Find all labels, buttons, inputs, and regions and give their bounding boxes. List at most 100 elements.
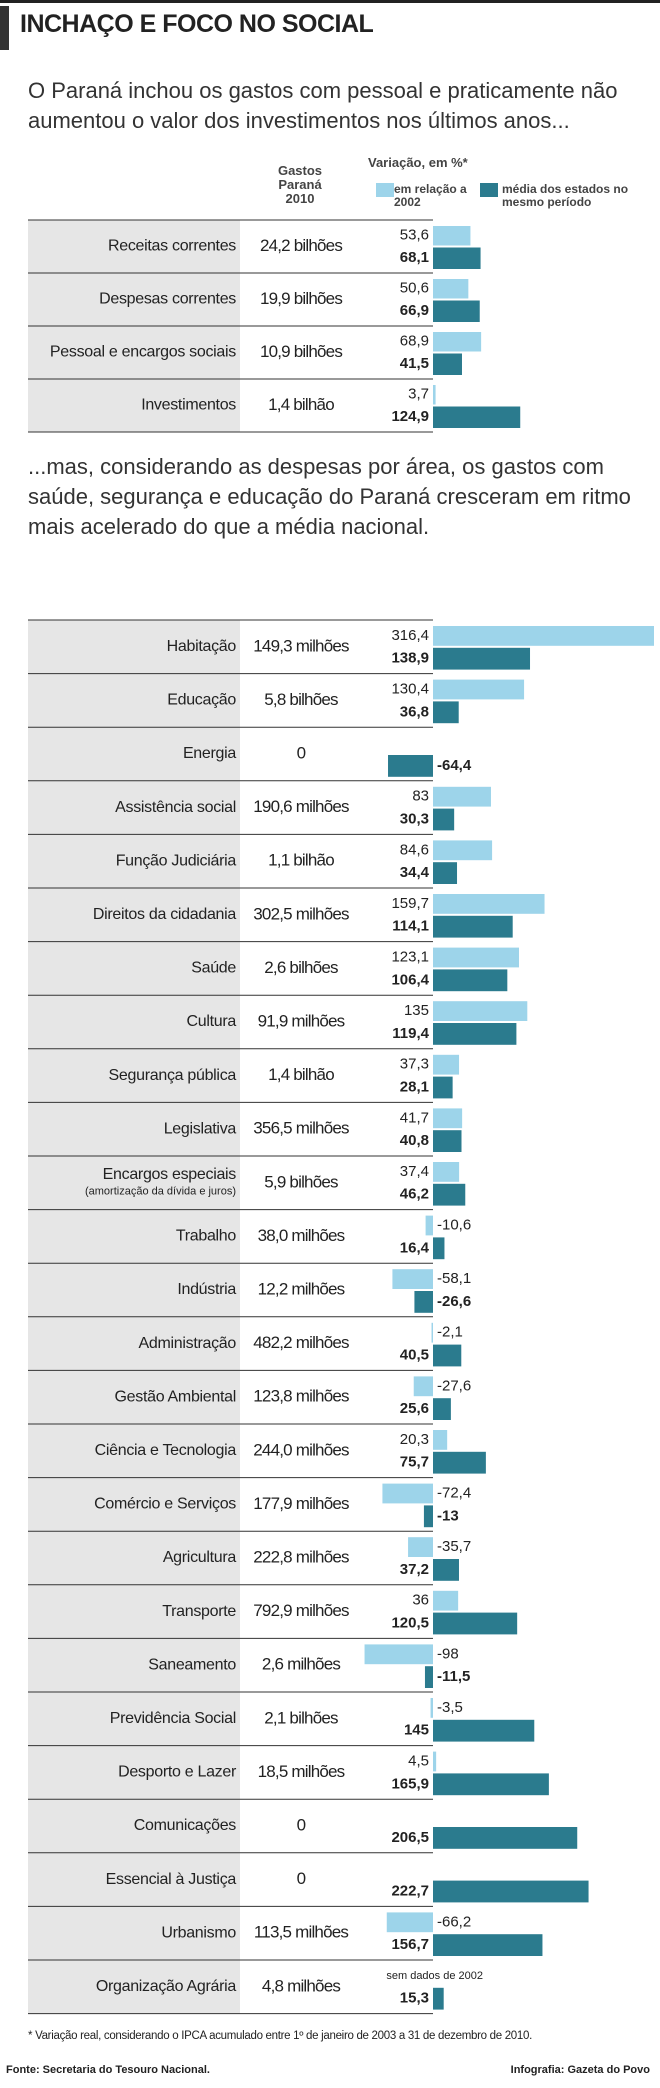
value-label: 3,7 <box>408 386 429 403</box>
spending-label: 24,2 bilhões <box>260 236 342 255</box>
category-label: Agricultura <box>163 1549 237 1566</box>
bar <box>430 1698 433 1718</box>
bar <box>433 1130 462 1152</box>
bar <box>433 300 480 322</box>
category-label: Educação <box>167 692 236 709</box>
middle-text: ...mas, considerando as despesas por áre… <box>28 454 631 539</box>
legend-label: média dos estados no mesmo período <box>502 182 629 209</box>
bar <box>433 894 545 914</box>
bar <box>433 808 455 831</box>
bar <box>382 1483 433 1504</box>
bar <box>433 1987 444 2010</box>
value-label: 135 <box>404 1002 429 1019</box>
value-label: -3,5 <box>437 1699 463 1716</box>
bar <box>433 1559 459 1581</box>
category-label: Indústria <box>177 1281 236 1298</box>
value-label: 114,1 <box>392 918 429 935</box>
bar <box>408 1537 433 1557</box>
value-label: -2,1 <box>437 1324 463 1341</box>
category-label: Encargos especiais <box>103 1166 237 1183</box>
value-label: 41,5 <box>400 355 429 372</box>
bar <box>425 1215 433 1236</box>
value-label: 4,5 <box>408 1752 429 1769</box>
intro: O Paraná inchou os gastos com pessoal e … <box>28 78 618 133</box>
bar <box>433 279 469 299</box>
bar <box>388 755 433 777</box>
spending-label: 1,1 bilhão <box>268 851 334 870</box>
value-label: 30,3 <box>400 810 429 827</box>
category-label: Habitação <box>167 638 237 655</box>
title: INCHAÇO E FOCO NO SOCIAL <box>20 10 374 38</box>
value-label: 25,6 <box>400 1400 429 1417</box>
value-label: -13 <box>437 1507 459 1524</box>
value-label: -11,5 <box>437 1668 470 1685</box>
bar <box>433 1751 437 1772</box>
bar <box>386 1912 433 1933</box>
value-label: 123,1 <box>391 948 429 965</box>
bar <box>433 1076 453 1099</box>
bar <box>433 947 519 968</box>
spending-label: 2,6 bilhões <box>264 958 338 977</box>
value-label: 68,1 <box>400 249 429 266</box>
spending-label: 302,5 milhões <box>253 904 349 923</box>
category-subtitle: (amortização da dívida e juros) <box>85 1186 236 1198</box>
bar <box>431 1322 433 1343</box>
bar <box>433 1344 462 1367</box>
bar <box>433 1430 448 1450</box>
spending-label: 19,9 bilhões <box>260 289 342 308</box>
value-label: 40,5 <box>400 1346 429 1363</box>
spending-label: 0 <box>297 743 306 762</box>
value-label: -27,6 <box>437 1377 471 1394</box>
category-label: Direitos da cidadania <box>93 906 237 923</box>
value-header: Variação, em %* <box>368 155 468 170</box>
category-label: Cultura <box>187 1013 237 1030</box>
spending-label: 113,5 milhões <box>254 1923 348 1942</box>
category-label: Organização Agrária <box>96 1978 237 1995</box>
bar <box>433 701 459 724</box>
value-label: 124,9 <box>391 408 429 425</box>
value-label: sem dados de 2002 <box>386 1970 483 1982</box>
bar <box>433 786 491 807</box>
bar <box>433 406 521 428</box>
value-label: 37,3 <box>400 1056 429 1073</box>
category-label: Desporto e Lazer <box>118 1764 237 1781</box>
bar <box>433 1054 460 1075</box>
category-label: Gestão Ambiental <box>115 1388 237 1405</box>
value-label: 75,7 <box>400 1454 429 1471</box>
spending-label: 5,9 bilhões <box>264 1172 338 1191</box>
spending-label: 1,4 bilhão <box>268 395 334 414</box>
category-label: Receitas correntes <box>108 238 236 255</box>
value-label: 84,6 <box>400 841 429 858</box>
value-label: 50,6 <box>400 280 429 297</box>
title-marker <box>0 6 9 50</box>
top-rule <box>0 0 660 3</box>
category-label: Segurança pública <box>109 1067 237 1084</box>
category-label: Pessoal e encargos sociais <box>50 344 236 361</box>
bar <box>433 1108 463 1129</box>
category-label: Urbanismo <box>161 1924 236 1941</box>
bar <box>424 1666 433 1688</box>
category-label: Trabalho <box>176 1228 237 1245</box>
bar <box>433 840 493 861</box>
value-label: 222,7 <box>391 1882 429 1899</box>
value-label: 165,9 <box>391 1775 429 1792</box>
value-label: 15,3 <box>400 1990 429 2007</box>
bar <box>433 862 458 884</box>
source: Fonte: Secretaria do Tesouro Nacional. <box>6 2064 210 2076</box>
value-label: -26,6 <box>437 1293 471 1310</box>
value-label: 316,4 <box>391 627 429 644</box>
spending-label: 12,2 milhões <box>258 1279 345 1298</box>
legend-label: em relação a 2002 <box>394 182 467 209</box>
spending-label: 1,4 bilhão <box>268 1065 334 1084</box>
value-label: 37,2 <box>400 1561 429 1578</box>
spending-label: 2,1 bilhões <box>264 1708 338 1727</box>
bar <box>392 1269 433 1289</box>
bar <box>433 626 654 646</box>
bar <box>433 1023 517 1045</box>
value-label: 106,4 <box>391 971 429 988</box>
category-label: Legislativa <box>164 1120 237 1137</box>
bar <box>433 247 481 269</box>
value-label: 46,2 <box>400 1186 429 1203</box>
